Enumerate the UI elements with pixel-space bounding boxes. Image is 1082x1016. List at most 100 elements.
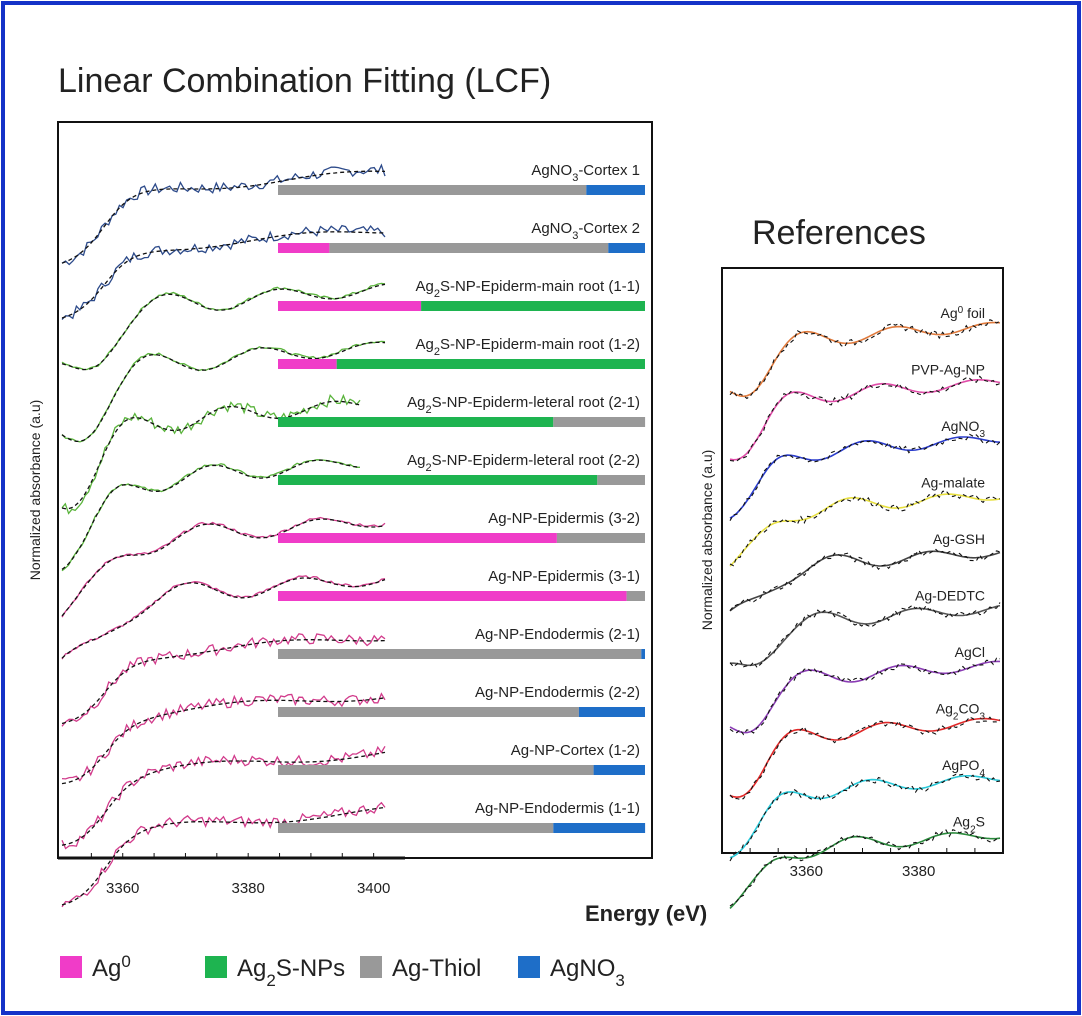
lcf-fit-10	[61, 751, 386, 846]
lcf-fit-1	[61, 231, 386, 319]
reference-fit-7	[729, 716, 1001, 800]
lcf-spectrum-1	[61, 224, 386, 320]
lcf-fit-9	[61, 697, 386, 785]
fraction-bar-Ag-Thiol	[278, 649, 642, 659]
fraction-bar-Ag-Thiol	[278, 823, 554, 833]
legend-swatch-Ag0	[60, 956, 82, 978]
lcf-series-label: AgNO3-Cortex 2	[531, 220, 640, 242]
fraction-bar-Ag2S-NPs	[336, 359, 645, 369]
reference-fit-8	[729, 773, 1001, 862]
reference-label: AgPO4	[942, 757, 985, 779]
lcf-series-label: Ag-NP-Endodermis (1-1)	[475, 800, 640, 817]
reference-fit-4	[729, 548, 1001, 611]
fraction-bar-Ag2S-NPs	[278, 475, 598, 485]
reference-label: Ag2CO3	[936, 701, 986, 723]
lcf-x-tick-label: 3380	[231, 880, 264, 897]
fraction-bar-Ag-Thiol	[597, 475, 645, 485]
references-y-axis-label: Normalized absorbance (a.u)	[699, 450, 715, 631]
lcf-fit-6	[61, 518, 386, 617]
reference-fit-9	[729, 829, 1001, 907]
reference-label: Ag-DEDTC	[915, 588, 985, 604]
lcf-panel: 3360 3380 3400 Normalized absorbance (a.u) A…	[27, 121, 653, 908]
figure-title: Linear Combination Fitting (LCF)	[58, 62, 551, 100]
fraction-bar-Ag-Thiol	[626, 591, 645, 601]
lcf-fit-11	[61, 806, 386, 906]
fraction-bar-Ag-Thiol	[278, 707, 579, 717]
lcf-spectrum-11	[61, 801, 386, 908]
reference-fit-3	[729, 490, 1001, 567]
fraction-bar-Ag2S-NPs	[278, 417, 554, 427]
fraction-bar-Ag0	[278, 591, 627, 601]
lcf-x-tick-label: 3360	[106, 880, 139, 897]
reference-fit-1	[729, 375, 1001, 462]
lcf-spectrum-9	[61, 692, 386, 782]
lcf-y-axis-label: Normalized absorbance (a.u)	[27, 400, 43, 581]
reference-fit-5	[729, 602, 1001, 669]
lcf-series-label: Ag2S-NP-Epiderm-leteral root (2-1)	[407, 394, 640, 416]
lcf-spectrum-0	[61, 163, 386, 266]
fraction-bar-Ag-Thiol	[329, 243, 609, 253]
lcf-fit-5	[61, 459, 361, 570]
fraction-bar-Ag0	[278, 243, 330, 253]
fraction-bar-Ag-Thiol	[553, 417, 646, 427]
lcf-series-label: Ag-NP-Endodermis (2-2)	[475, 684, 640, 701]
legend-label-Ag2S-NPs: Ag2S-NPs	[237, 955, 345, 990]
reference-spectrum-0	[729, 321, 1001, 398]
reference-spectrum-8	[729, 774, 1001, 859]
fraction-bar-AgNO3	[641, 649, 645, 659]
fraction-bar-AgNO3	[553, 823, 646, 833]
reference-spectrum-7	[729, 717, 1001, 799]
references-title: References	[752, 214, 926, 252]
fraction-bar-Ag2S-NPs	[421, 301, 645, 311]
lcf-series-label: Ag2S-NP-Epiderm-leteral root (2-2)	[407, 452, 640, 474]
fraction-bar-AgNO3	[593, 765, 645, 775]
reference-label: AgCl	[955, 644, 985, 660]
references-x-tick-label: 3380	[902, 863, 935, 880]
reference-label: Ag-malate	[921, 475, 985, 491]
reference-label: Ag-GSH	[933, 531, 985, 547]
references-panel: 3360 3380 Normalized absorbance (a.u) Ag0 f…	[699, 267, 1004, 909]
lcf-series-label: Ag-NP-Cortex (1-2)	[511, 742, 640, 759]
lcf-series-label: AgNO3-Cortex 1	[531, 162, 640, 184]
fraction-bar-Ag0	[278, 533, 557, 543]
lcf-series-label: Ag-NP-Epidermis (3-2)	[488, 510, 640, 527]
fraction-bar-AgNO3	[578, 707, 645, 717]
lcf-fit-7	[61, 577, 386, 659]
x-axis-label: Energy (eV)	[585, 901, 707, 926]
lcf-fit-0	[61, 170, 386, 264]
lcf-spectrum-5	[61, 459, 360, 572]
reference-label: Ag0 foil	[941, 305, 985, 322]
reference-spectrum-9	[729, 832, 1001, 909]
legend-label-AgNO3: AgNO3	[550, 955, 625, 990]
lcf-series-label: Ag2S-NP-Epiderm-main root (1-1)	[415, 278, 640, 300]
lcf-x-tick-label: 3400	[357, 880, 390, 897]
fraction-bar-Ag0	[278, 301, 422, 311]
fraction-bar-AgNO3	[586, 185, 645, 195]
reference-label: Ag2S	[953, 814, 985, 836]
references-x-tick-label: 3360	[790, 863, 823, 880]
reference-fit-2	[729, 433, 1001, 521]
fraction-bar-Ag0	[278, 359, 337, 369]
lcf-spectrum-7	[61, 575, 386, 660]
lcf-fit-8	[61, 639, 386, 725]
reference-spectrum-3	[729, 493, 1001, 567]
legend: Ag0 Ag2S-NPs Ag-Thiol AgNO3	[60, 952, 625, 990]
fraction-bar-Ag-Thiol	[556, 533, 645, 543]
reference-label: AgNO3	[941, 418, 985, 440]
legend-label-Ag0: Ag0	[92, 952, 131, 983]
legend-label-Ag-Thiol: Ag-Thiol	[392, 955, 481, 982]
legend-swatch-Ag-Thiol	[360, 956, 382, 978]
reference-spectrum-6	[729, 660, 1000, 734]
fraction-bar-Ag-Thiol	[278, 185, 587, 195]
lcf-series-label: Ag-NP-Endodermis (2-1)	[475, 626, 640, 643]
lcf-series-label: Ag2S-NP-Epiderm-main root (1-2)	[415, 336, 640, 358]
lcf-series-label: Ag-NP-Epidermis (3-1)	[488, 568, 640, 585]
lcf-fit-4	[61, 400, 361, 510]
lcf-spectrum-8	[61, 633, 386, 727]
lcf-fit-3	[61, 341, 386, 443]
legend-swatch-Ag2S-NPs	[205, 956, 227, 978]
reference-label: PVP-Ag-NP	[911, 362, 985, 378]
legend-swatch-AgNO3	[518, 956, 540, 978]
